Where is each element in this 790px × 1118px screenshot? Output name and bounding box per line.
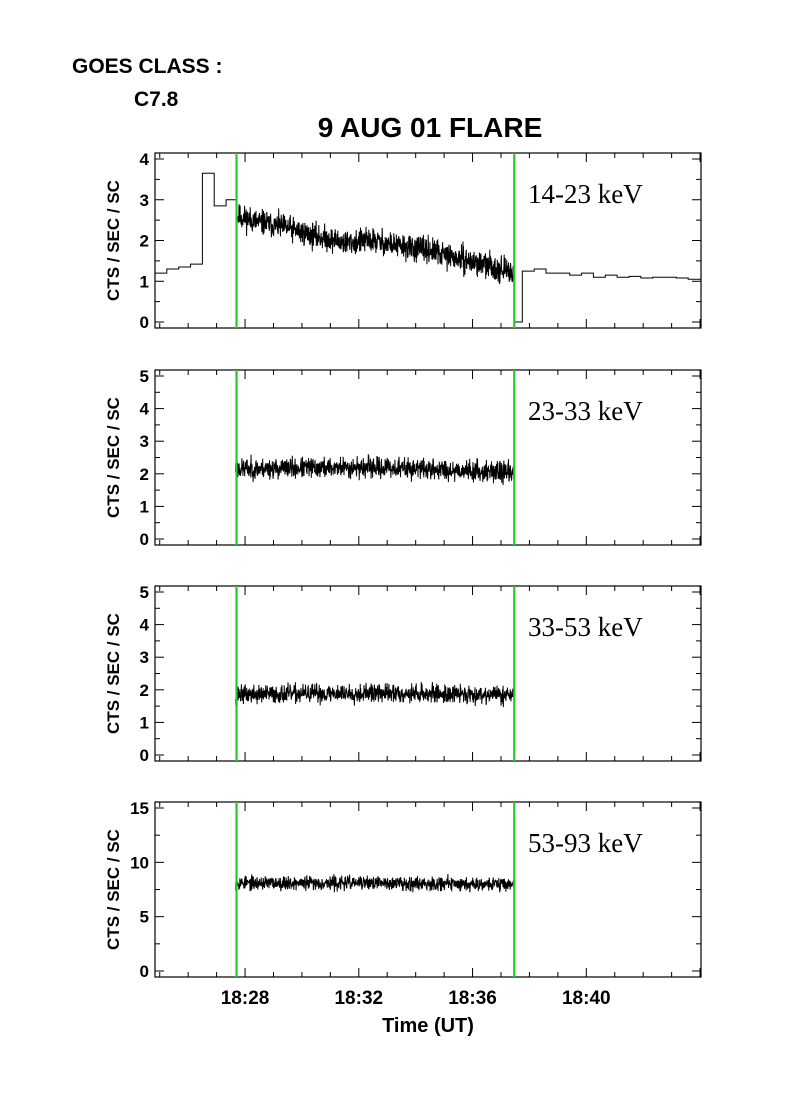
count-rate-trace [236, 204, 515, 285]
y-tick-label: 5 [140, 908, 149, 927]
y-tick-label: 4 [140, 616, 150, 635]
chart-title: 9 AUG 01 FLARE [317, 112, 543, 143]
count-rate-trace [515, 268, 702, 323]
x-tick-label: 18:32 [334, 988, 383, 1009]
y-tick-label: 4 [140, 400, 150, 419]
y-tick-label: 0 [140, 962, 149, 981]
y-tick-label: 3 [140, 191, 149, 210]
y-tick-label: 0 [140, 746, 149, 765]
y-tick-label: 1 [140, 497, 149, 516]
y-tick-label: 0 [140, 313, 149, 332]
energy-band-label: 23-33 keV [528, 396, 643, 426]
x-tick-label: 18:36 [448, 988, 497, 1009]
x-tick-label: 18:40 [562, 988, 611, 1009]
y-tick-label: 5 [140, 583, 149, 602]
goes-class-value: C7.8 [134, 88, 179, 111]
count-rate-trace [235, 454, 515, 486]
y-tick-label: 2 [140, 232, 149, 251]
y-axis-label: CTS / SEC / SC [104, 613, 123, 734]
y-tick-label: 0 [140, 530, 149, 549]
y-tick-label: 5 [140, 367, 149, 386]
x-axis-label: Time (UT) [382, 1015, 474, 1037]
y-tick-label: 4 [140, 150, 150, 169]
y-tick-label: 1 [140, 272, 149, 291]
y-tick-label: 3 [140, 432, 149, 451]
energy-band-label: 14-23 keV [528, 179, 643, 209]
count-rate-trace [235, 681, 515, 708]
x-tick-label: 18:28 [221, 988, 270, 1009]
y-tick-label: 3 [140, 648, 149, 667]
y-axis-label: CTS / SEC / SC [104, 829, 123, 950]
energy-band-label: 53-93 keV [528, 828, 643, 858]
y-tick-label: 2 [140, 681, 149, 700]
goes-class-label: GOES CLASS : [72, 55, 223, 78]
y-axis-label: CTS / SEC / SC [104, 180, 123, 301]
y-tick-label: 2 [140, 465, 149, 484]
y-tick-label: 10 [130, 853, 149, 872]
y-tick-label: 15 [130, 799, 149, 818]
count-rate-trace [235, 873, 515, 893]
y-axis-label: CTS / SEC / SC [104, 397, 123, 518]
count-rate-trace [155, 172, 237, 274]
y-tick-label: 1 [140, 713, 149, 732]
energy-band-label: 33-53 keV [528, 612, 643, 642]
